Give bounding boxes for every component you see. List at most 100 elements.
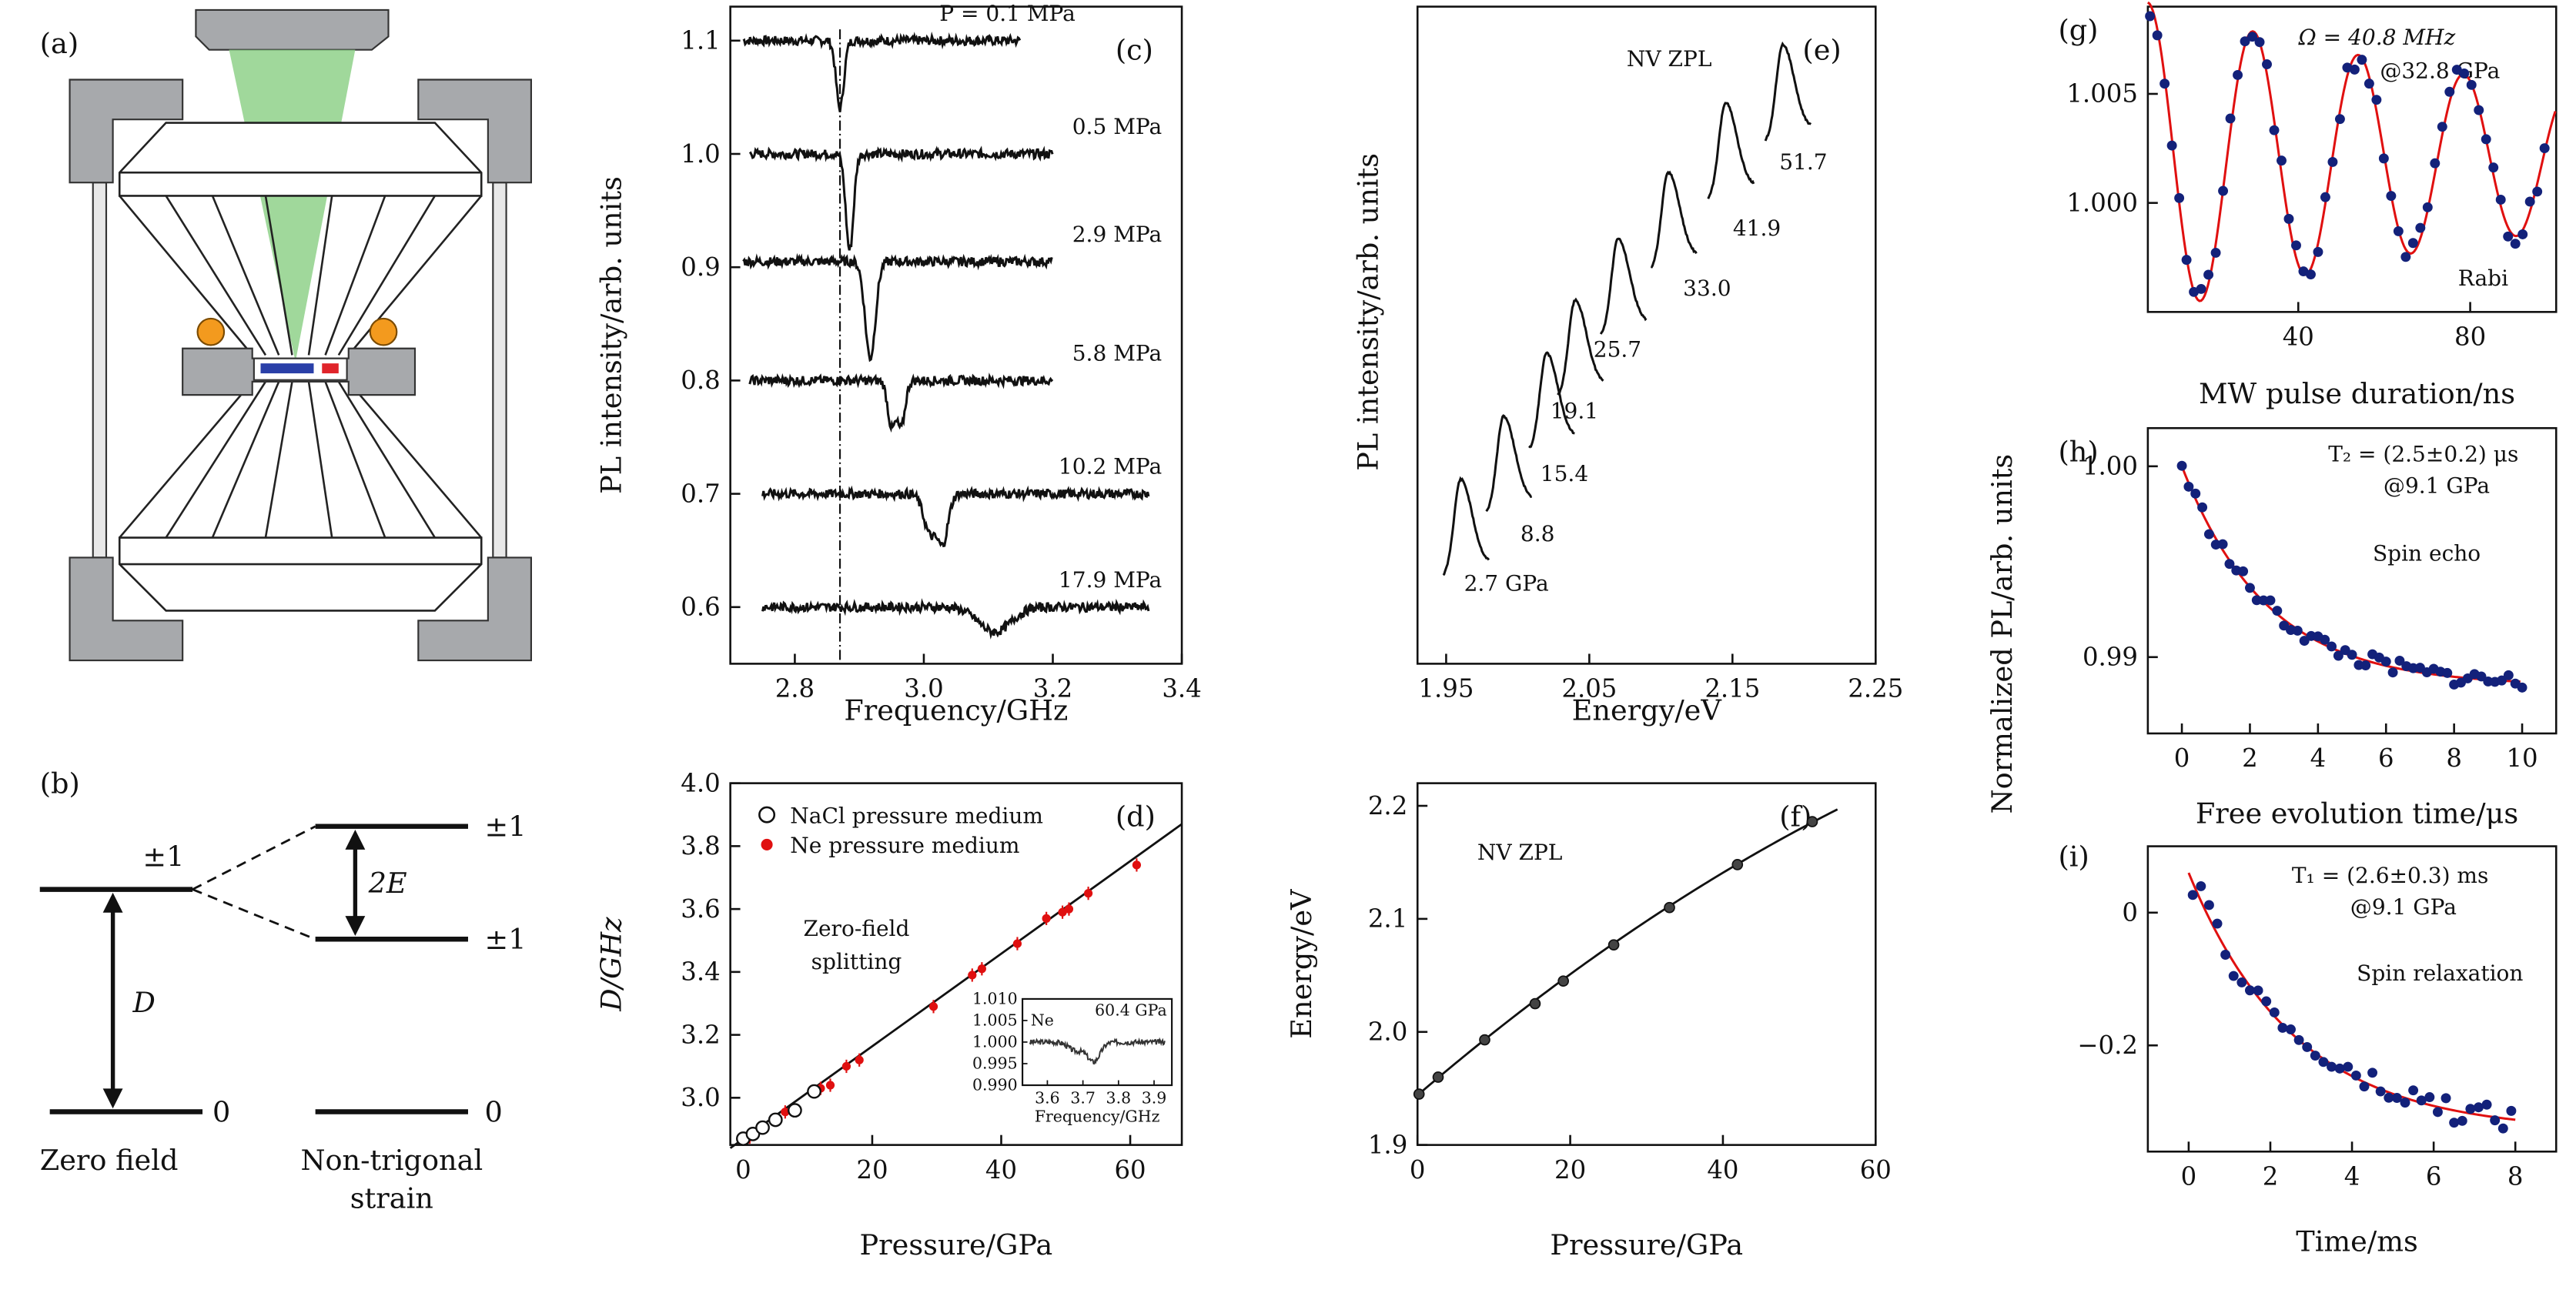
ruby-chip	[322, 363, 339, 374]
f-xticklabel-0: 0	[1410, 1155, 1426, 1184]
h-point-1	[2183, 481, 2194, 492]
i-point-6	[2236, 977, 2247, 987]
i-point-30	[2432, 1107, 2443, 1118]
i-point-10	[2269, 1007, 2280, 1017]
h-point-30	[2380, 657, 2391, 667]
h-point-47	[2497, 675, 2507, 686]
h-xticklabel-2: 2	[2242, 743, 2258, 773]
objective-lens	[195, 8, 390, 51]
d-ne-point-10	[1012, 939, 1022, 948]
split-line-lower	[192, 888, 316, 941]
f-xticklabel-20: 20	[1554, 1155, 1586, 1184]
d-xticklabel-40: 40	[985, 1155, 1017, 1184]
coil-right	[369, 317, 398, 346]
g-fit-curve	[2146, 1, 2557, 302]
c-xticklabel-3.4: 3.4	[1162, 674, 1201, 703]
g-point-30	[2364, 79, 2374, 89]
g-point-26	[2334, 114, 2345, 125]
g-point-5	[2181, 255, 2192, 266]
e-trace-0	[1442, 476, 1490, 576]
g-point-4	[2174, 192, 2185, 203]
e-trace-2	[1528, 351, 1575, 449]
i-point-32	[2449, 1118, 2460, 1128]
f-ylabel: Energy/eV	[1285, 889, 1318, 1039]
legend-marker-ne	[761, 838, 773, 850]
d-inset-xticklabel-3.9: 3.9	[1142, 1089, 1167, 1108]
panel-label-e: (e)	[1802, 34, 1841, 67]
f-point-8	[1806, 816, 1818, 827]
h-point-7	[2224, 559, 2235, 570]
g-point-14	[2247, 32, 2257, 42]
g-point-53	[2532, 186, 2543, 197]
f-xlabel: Pressure/GPa	[1550, 1228, 1743, 1261]
d-xticklabel-20: 20	[856, 1155, 888, 1184]
panel-label-g: (g)	[2058, 14, 2098, 47]
h-point-32	[2394, 656, 2405, 666]
g-point-37	[2415, 222, 2426, 233]
i-point-14	[2302, 1041, 2313, 1052]
i-point-23	[2375, 1086, 2386, 1097]
g-point-22	[2305, 269, 2316, 280]
g-point-10	[2218, 185, 2229, 196]
d-ne-point-6	[855, 1055, 864, 1064]
label-pm1-zero: ±1	[142, 840, 184, 873]
g-yticklabel-1.005: 1.005	[2066, 79, 2138, 109]
h-xticklabel-6: 6	[2378, 743, 2394, 773]
e-trace-1	[1485, 414, 1533, 513]
h-point-50	[2517, 682, 2527, 693]
label-zero-field: Zero field	[40, 1144, 179, 1177]
frame-corner-tl	[69, 79, 184, 184]
panel-c-odmr-spectra: (c) Frequency/GHz PL intensity/arb. unit…	[594, 1, 1201, 727]
g-xticklabel-80: 80	[2454, 322, 2486, 351]
i-point-22	[2367, 1067, 2378, 1078]
d-ne-point-13	[1064, 904, 1074, 914]
h-yticklabel-1.00: 1.00	[2083, 452, 2138, 481]
g-yticklabel-1.000: 1.000	[2066, 188, 2138, 217]
e-xticklabel-2.05: 2.05	[1561, 674, 1617, 703]
h-point-2	[2190, 488, 2201, 499]
g-point-46	[2481, 134, 2491, 145]
g-point-43	[2459, 68, 2470, 79]
h-point-14	[2272, 606, 2283, 616]
e-trace-7	[1764, 41, 1812, 142]
e-series-label-6: 41.9	[1733, 216, 1781, 241]
laser-beam	[229, 49, 356, 363]
g-annotation-1: Ω = 40.8 MHz	[2298, 25, 2456, 50]
panel-label-b: (b)	[40, 767, 80, 800]
i-point-8	[2253, 985, 2263, 996]
i-xticklabel-8: 8	[2507, 1161, 2524, 1191]
frame-post-left	[92, 182, 108, 559]
d-inset-xlabel: Frequency/GHz	[1035, 1107, 1160, 1125]
label-pm1-upper: ±1	[485, 810, 527, 844]
d-legend: NaCl pressure medium Ne pressure medium	[758, 803, 1043, 858]
f-yticklabel-1.9: 1.9	[1368, 1130, 1407, 1159]
d-ne-point-11	[1042, 914, 1051, 923]
g-point-29	[2357, 55, 2367, 65]
panel-h-spin-echo: (h) T₂ = (2.5±0.2) μs @9.1 GPa Spin echo…	[2058, 426, 2558, 830]
d-ne-point-4	[825, 1081, 835, 1090]
c-series-label-5: 17.9 MPa	[1059, 567, 1162, 593]
ghi-shared-ylabel: Normalized PL/arb. units	[1986, 454, 2019, 814]
i-point-15	[2310, 1051, 2320, 1061]
arrow-d	[102, 892, 123, 1109]
panel-i-spin-relaxation: (i) T₁ = (2.6±0.3) ms @9.1 GPa Spin rela…	[2058, 840, 2558, 1258]
i-point-35	[2474, 1102, 2484, 1113]
g-point-54	[2539, 143, 2550, 154]
c-yticklabel-0.8: 0.8	[681, 366, 720, 395]
g-point-50	[2510, 239, 2521, 249]
g-point-12	[2233, 69, 2243, 80]
d-xlabel: Pressure/GPa	[859, 1228, 1052, 1261]
d-ne-point-14	[1083, 889, 1093, 898]
frame-corner-tr	[417, 79, 532, 184]
d-inset-yticklabel-1.000: 1.000	[972, 1032, 1018, 1051]
i-point-36	[2481, 1099, 2492, 1110]
e-xticklabel-2.25: 2.25	[1848, 674, 1903, 703]
f-point-3	[1529, 997, 1541, 1010]
d-inset-xticklabel-3.8: 3.8	[1106, 1089, 1132, 1108]
g-point-8	[2203, 269, 2214, 280]
d-ne-point-5	[841, 1061, 851, 1071]
i-point-9	[2261, 996, 2272, 1007]
d-ne-point-9	[977, 964, 986, 974]
i-point-18	[2334, 1063, 2345, 1074]
